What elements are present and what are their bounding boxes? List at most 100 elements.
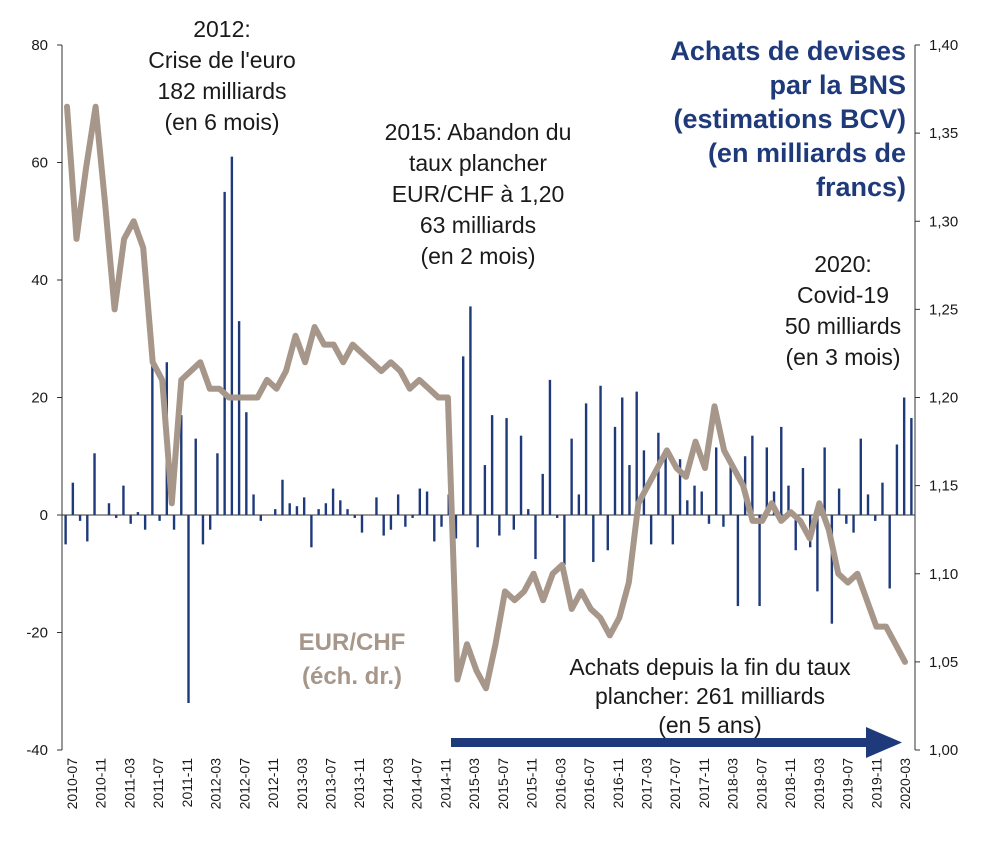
bar — [505, 418, 508, 515]
bar — [346, 509, 349, 515]
bar — [172, 515, 176, 530]
x-tick-label: 2016-11 — [610, 758, 626, 809]
bar — [512, 515, 516, 530]
bar — [389, 515, 393, 530]
annotation-2012: 182 milliards — [157, 78, 286, 104]
bar — [548, 379, 552, 515]
bar — [317, 509, 320, 515]
bar — [621, 397, 624, 515]
bar — [715, 447, 718, 515]
bar — [433, 515, 436, 542]
bar — [801, 468, 805, 515]
bar — [874, 515, 877, 521]
bar — [483, 465, 487, 515]
bar — [93, 453, 96, 515]
chart-title: Achats de devises — [670, 36, 906, 66]
bar — [563, 515, 566, 565]
left-tick-label: -20 — [26, 625, 48, 642]
bar — [353, 515, 356, 518]
bar — [245, 412, 248, 515]
bar — [700, 491, 703, 515]
bar — [396, 494, 400, 515]
x-tick-label: 2019-11 — [868, 758, 884, 809]
bar — [902, 397, 906, 515]
annotation-2012: Crise de l'euro — [148, 47, 296, 73]
bar — [288, 503, 291, 515]
annotation-since-floor: Achats depuis la fin du taux — [569, 654, 851, 680]
eurchf-line-series — [64, 103, 908, 692]
annotation-2015: 63 milliards — [420, 212, 536, 238]
bar — [859, 438, 862, 515]
bar — [498, 515, 501, 536]
bar — [78, 515, 82, 521]
bar — [577, 494, 581, 515]
bar — [425, 491, 429, 515]
bar — [208, 515, 212, 530]
right-y-tick-labels: 1,40 1,35 1,30 1,25 1,20 1,15 1,10 1,05 1,00 — [915, 37, 958, 759]
annotation-2020: 50 milliards — [785, 313, 901, 339]
annotation-since-floor: (en 5 ans) — [658, 712, 762, 738]
bar — [816, 515, 819, 592]
left-tick-label: -40 — [26, 742, 48, 759]
x-tick-label: 2011-11 — [179, 758, 195, 808]
bar — [469, 306, 472, 515]
eurchf-line — [64, 103, 908, 692]
bar — [180, 415, 183, 515]
left-tick-label: 80 — [31, 37, 48, 54]
bar — [664, 456, 667, 515]
bar — [201, 515, 205, 545]
x-tick-label: 2013-07 — [323, 758, 339, 810]
bar — [707, 515, 711, 524]
bar — [107, 503, 111, 515]
left-tick-label: 0 — [40, 507, 48, 524]
bar — [187, 515, 190, 703]
bar — [129, 515, 132, 524]
bar — [758, 515, 761, 607]
right-tick-label: 1,00 — [929, 742, 958, 759]
x-tick-label: 2014-07 — [409, 758, 425, 810]
bar — [584, 403, 588, 515]
bar — [100, 515, 103, 516]
bar — [527, 509, 530, 515]
bar — [534, 515, 537, 560]
x-tick-label: 2013-11 — [351, 758, 367, 809]
bar — [686, 500, 689, 515]
bar — [237, 321, 241, 515]
right-tick-label: 1,20 — [929, 390, 958, 407]
x-tick-label: 2011-03 — [121, 758, 137, 809]
bar — [216, 453, 219, 515]
annotation-2012: 2012: — [193, 16, 251, 42]
bar — [339, 500, 342, 515]
bar — [787, 485, 790, 515]
bar — [592, 515, 595, 562]
left-tick-label: 40 — [31, 272, 48, 289]
x-tick-label: 2012-03 — [208, 758, 224, 810]
bar — [693, 485, 696, 515]
bar — [151, 338, 154, 515]
bar — [404, 515, 407, 527]
bar — [194, 438, 197, 515]
right-tick-label: 1,40 — [929, 37, 958, 54]
bar — [252, 494, 255, 515]
bar — [642, 450, 646, 515]
x-tick-label: 2017-07 — [667, 758, 683, 810]
x-tick-label: 2018-03 — [725, 758, 741, 810]
x-tick-label: 2010-11 — [93, 758, 109, 809]
bar — [324, 503, 328, 515]
bar — [606, 515, 609, 551]
bar — [613, 426, 617, 515]
x-tick-labels: 2010-07 2010-11 2011-03 2011-07 2011-11 2012-… — [64, 758, 913, 810]
bar — [382, 515, 385, 536]
annotation-2015: (en 2 mois) — [420, 243, 535, 269]
left-y-tick-labels: 80 60 40 20 0 -20 -40 — [26, 37, 62, 759]
bar — [158, 515, 161, 521]
left-tick-label: 20 — [31, 390, 48, 407]
bar — [259, 515, 262, 521]
bar — [881, 482, 884, 515]
bar — [115, 515, 118, 518]
bar — [823, 447, 826, 515]
bar — [729, 462, 732, 515]
bar — [310, 515, 313, 548]
bar — [86, 515, 89, 542]
